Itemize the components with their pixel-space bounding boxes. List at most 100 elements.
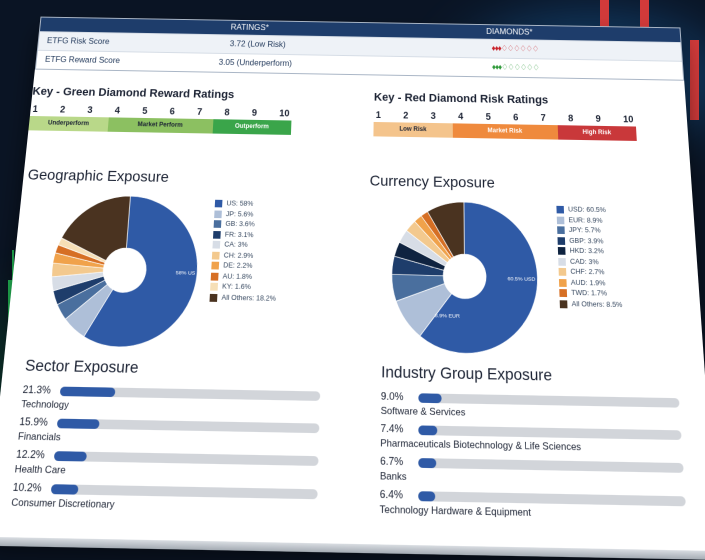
exposure-label: Technology Hardware & Equipment	[380, 503, 532, 518]
industry-bars: 9.0% Software & Services 7.4% Pharmaceutica…	[379, 390, 687, 527]
red-key-bands: Low Risk Market Risk High Risk	[373, 122, 636, 141]
exposure-percent: 15.9%	[19, 416, 48, 429]
legend-label: AU: 1.8%	[222, 273, 252, 281]
legend-label: HKD: 3.2%	[570, 247, 605, 255]
key-number: 5	[142, 106, 148, 116]
legend-swatch	[209, 294, 217, 302]
exposure-bar-track	[57, 419, 320, 434]
legend-label: DE: 2.2%	[223, 262, 253, 270]
geographic-donut: 58% US	[19, 187, 225, 363]
reward-diamond-rating: ♦♦♦♢♢♢♢♢♢	[492, 63, 539, 73]
legend-swatch	[212, 241, 220, 249]
sector-bars: 21.3% Technology 15.9% Financials 12.2% Healt…	[10, 384, 320, 521]
legend-swatch	[213, 231, 221, 239]
legend-swatch	[215, 200, 223, 208]
key-number: 4	[458, 111, 463, 121]
currency-center-label: 60.5% USD	[507, 276, 536, 283]
reward-score-label: ETFG Reward Score	[45, 55, 121, 65]
legend-label: All Others: 8.5%	[572, 300, 623, 309]
exposure-bar-fill	[418, 425, 437, 435]
exposure-percent: 6.4%	[380, 488, 403, 501]
legend-label: All Others: 18.2%	[221, 294, 276, 303]
legend-label: FR: 3.1%	[225, 231, 254, 239]
exposure-bar-fill	[57, 419, 99, 429]
key-number: 6	[513, 112, 518, 122]
currency-donut: 60.5% USD 8.9% EUR	[367, 193, 564, 369]
band-high-risk: High Risk	[557, 125, 637, 141]
exposure-bar-fill	[51, 484, 79, 494]
geographic-exposure-title: Geographic Exposure	[27, 166, 169, 185]
currency-donut-chart: 60.5% USD 8.9% EUR	[367, 193, 564, 363]
key-number: 9	[252, 108, 258, 118]
exposure-label: Pharmaceuticals Biotechnology & Life Sci…	[380, 437, 581, 453]
key-number: 2	[403, 110, 408, 120]
exposure-label: Financials	[17, 430, 61, 443]
key-number: 10	[623, 114, 634, 124]
key-number: 3	[431, 111, 436, 121]
key-number: 8	[568, 113, 574, 123]
band-outperform: Outperform	[212, 119, 291, 135]
legend-swatch	[211, 272, 219, 280]
legend-label: USD: 60.5%	[568, 206, 606, 214]
key-number: 1	[32, 104, 38, 114]
risk-score-value: 3.72 (Low Risk)	[230, 39, 286, 49]
exposure-percent: 21.3%	[22, 384, 51, 396]
geographic-donut-chart: 58% US	[20, 187, 225, 357]
band-market-perform: Market Perform	[107, 117, 213, 133]
next-slide-button[interactable]: ›	[623, 222, 663, 282]
red-key-title: Key - Red Diamond Risk Ratings	[374, 91, 635, 108]
legend-label: CA: 3%	[224, 241, 248, 249]
legend-swatch	[211, 262, 219, 270]
key-number: 7	[540, 113, 545, 123]
key-number: 2	[60, 104, 66, 114]
exposure-bar-row: 10.2% Consumer Discretionary	[10, 481, 318, 520]
legend-label: GBP: 3.9%	[569, 237, 603, 245]
legend-label: CHF: 2.7%	[570, 268, 604, 276]
key-number: 9	[595, 114, 601, 124]
legend-swatch	[212, 251, 220, 259]
legend-swatch	[560, 300, 568, 308]
ratings-header: RATINGS*	[230, 23, 269, 32]
legend-label: TWD: 1.7%	[571, 290, 607, 299]
key-number: 5	[486, 112, 491, 122]
exposure-label: Consumer Discretionary	[11, 496, 115, 510]
geographic-legend: US: 58% JP: 5.6% GB: 3.6% FR: 3.1% CA: 3% CH:…	[209, 199, 279, 304]
exposure-percent: 7.4%	[380, 422, 403, 434]
exposure-percent: 12.2%	[16, 448, 46, 461]
legend-label: JP: 5.6%	[226, 210, 254, 218]
key-number: 1	[376, 110, 381, 120]
legend-item: All Others: 8.5%	[560, 299, 623, 311]
legend-label: CAD: 3%	[570, 258, 599, 266]
legend-swatch	[214, 220, 222, 228]
exposure-label: Software & Services	[381, 404, 466, 417]
legend-swatch	[558, 247, 566, 255]
legend-swatch	[214, 210, 222, 218]
candlestick	[690, 40, 699, 120]
candlestick	[640, 0, 649, 30]
legend-swatch	[558, 258, 566, 266]
geographic-center-label: 58% US	[176, 270, 197, 277]
reward-score-value: 3.05 (Underperform)	[218, 58, 292, 68]
exposure-label: Banks	[380, 470, 407, 483]
exposure-label: Health Care	[14, 463, 66, 476]
exposure-percent: 10.2%	[12, 481, 42, 494]
exposure-bar-fill	[60, 387, 116, 397]
legend-swatch	[559, 289, 567, 297]
band-underperform: Underperform	[28, 116, 108, 132]
legend-swatch	[559, 268, 567, 276]
key-number: 4	[114, 105, 120, 115]
key-number: 7	[197, 107, 203, 117]
legend-label: GB: 3.6%	[225, 221, 255, 229]
exposure-bar-fill	[418, 458, 436, 468]
exposure-bar-fill	[54, 451, 87, 461]
legend-label: JPY: 5.7%	[569, 227, 601, 235]
exposure-bar-row: 6.4% Technology Hardware & Equipment	[379, 488, 687, 528]
exposure-bar-track	[54, 451, 319, 466]
risk-diamond-rating: ♦♦♦♢♢♢♢♢♢	[491, 44, 538, 54]
legend-label: KY: 1.6%	[222, 283, 251, 291]
legend-swatch	[559, 279, 567, 287]
exposure-bar-fill	[418, 491, 435, 501]
legend-item: All Others: 18.2%	[209, 292, 276, 304]
currency-legend: USD: 60.5% EUR: 8.9% JPY: 5.7% GBP: 3.9% HKD…	[556, 205, 622, 311]
exposure-percent: 6.7%	[380, 455, 403, 468]
